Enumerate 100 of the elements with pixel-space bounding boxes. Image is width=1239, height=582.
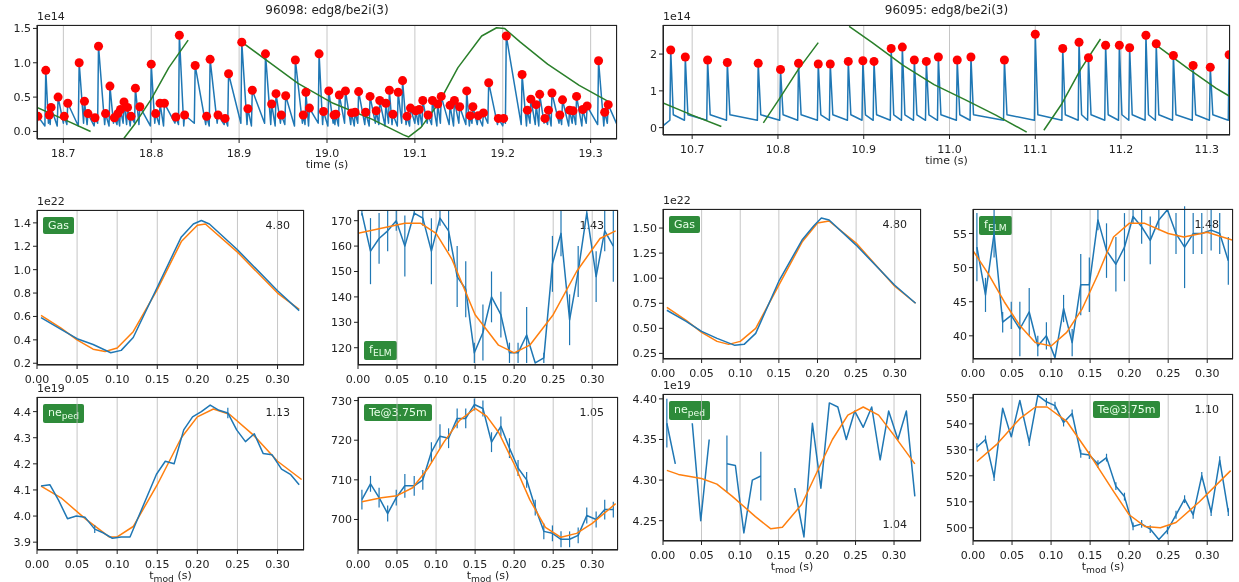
y-axis-title: 1e14 [37, 10, 65, 23]
x-tick-label: 0.15 [1077, 367, 1103, 380]
y-tick-label: 510 [946, 495, 967, 509]
line-series [358, 222, 617, 354]
line-series [976, 406, 1232, 529]
y-tick-label: 4.40 [632, 392, 657, 406]
x-tick-label: 0.15 [462, 558, 488, 571]
x-tick-label: 0.00 [345, 558, 371, 571]
y-tick-label: 4.30 [632, 474, 657, 488]
y-tick-label: 1.0 [13, 263, 31, 277]
y-axis-title: 1e14 [663, 10, 691, 23]
x-tick-label: 0.25 [225, 558, 250, 571]
annotation: 1.10 [1188, 402, 1225, 417]
y-tick-label: 4.0 [13, 510, 31, 524]
x-tick-label: 0.25 [1155, 549, 1181, 562]
point [858, 56, 868, 66]
annotation: ne$_{ped}$ [43, 404, 85, 424]
y-tick-label: 520 [946, 469, 967, 483]
x-axis-title: time (s) [925, 154, 968, 167]
annotation: f$_{ELM}$ [979, 216, 1012, 236]
x-tick-label: 19.2 [490, 147, 516, 160]
annotation: ne$_{ped}$ [669, 401, 711, 421]
x-tick-label: 0.15 [766, 549, 791, 562]
point [1168, 51, 1178, 61]
x-axis-title: t$_{mod}$ (s) [466, 569, 510, 582]
x-axis-title: time (s) [305, 158, 349, 171]
y-tick-label: 700 [331, 513, 352, 527]
x-tick-label: 0.10 [104, 373, 130, 386]
x-axis-title: t$_{mod}$ (s) [1081, 560, 1125, 576]
y-tick-label: 0.75 [632, 297, 657, 311]
x-tick-label: 11.1 [1023, 143, 1048, 156]
y-tick-label: 0.0 [13, 125, 31, 139]
y-tick-label: 1.2 [13, 240, 31, 254]
point [1151, 39, 1161, 49]
x-tick-label: 0.30 [1194, 549, 1220, 562]
x-axis-title: t$_{mod}$ (s) [149, 569, 192, 582]
x-tick-label: 0.30 [1194, 367, 1220, 380]
y-tick-label: 4.35 [632, 433, 657, 447]
x-tick-label: 10.7 [679, 143, 705, 156]
x-tick-label: 11.0 [937, 143, 962, 156]
x-tick-label: 0.05 [999, 367, 1025, 380]
x-tick-label: 0.30 [265, 373, 290, 386]
point [999, 55, 1009, 65]
y-axis-title: 1e22 [663, 194, 691, 207]
annotation: Te@3.75m [1092, 401, 1161, 418]
y-tick-label: 0.50 [632, 322, 657, 336]
x-tick-label: 0.05 [384, 373, 410, 386]
y-tick-label: 710 [331, 473, 352, 487]
x-tick-label: 0.00 [345, 373, 371, 386]
x-tick-label: 0.20 [804, 549, 830, 562]
y-tick-label: 1.5 [13, 22, 31, 36]
y-tick-label: 1.50 [632, 222, 657, 236]
point [813, 59, 823, 69]
x-tick-label: 19.1 [402, 147, 428, 160]
x-tick-label: 0.20 [1116, 549, 1142, 562]
point [1074, 37, 1084, 47]
point [1083, 53, 1093, 63]
x-tick-label: 0.05 [64, 373, 90, 386]
x-tick-label: 0.15 [145, 373, 170, 386]
x-tick-label: 0.25 [225, 373, 250, 386]
annotation: 1.13 [259, 405, 296, 420]
x-tick-label: 19.3 [578, 147, 603, 160]
y-tick-label: 4.2 [13, 457, 31, 471]
x-tick-label: 18.7 [51, 147, 76, 160]
x-tick-label: 0.10 [728, 367, 753, 380]
point [1101, 40, 1111, 50]
annotation: 1.04 [876, 517, 913, 532]
x-tick-label: 11.2 [1108, 143, 1134, 156]
annotation: Te@3.75m [364, 404, 432, 421]
y-tick-label: 1 [650, 84, 657, 98]
x-tick-label: 0.25 [540, 558, 566, 571]
point [966, 52, 976, 62]
y-tick-label: 160 [331, 240, 352, 254]
y-tick-label: 0.5 [13, 91, 31, 105]
y-tick-label: 1.25 [632, 247, 657, 261]
y-axis-title: 1e22 [37, 195, 65, 208]
point [1030, 29, 1040, 39]
y-tick-label: 4.4 [13, 405, 31, 419]
y-tick-label: 1.00 [632, 272, 657, 286]
line-series [973, 222, 1233, 347]
x-tick-label: 0.00 [960, 549, 986, 562]
x-axis-title: t$_{mod}$ (s) [770, 560, 814, 576]
point [825, 59, 835, 69]
point [1058, 44, 1068, 54]
x-tick-label: 0.10 [727, 549, 753, 562]
y-tick-label: 130 [331, 316, 352, 330]
x-tick-label: 0.10 [1038, 367, 1064, 380]
x-tick-label: 10.9 [851, 143, 876, 156]
x-tick-label: 0.10 [1038, 549, 1064, 562]
y-tick-label: 3.9 [13, 536, 31, 550]
x-tick-label: 11.3 [1194, 143, 1220, 156]
y-tick-label: 0.4 [13, 333, 31, 347]
y-axis-title: 1e19 [663, 379, 691, 392]
x-tick-label: 0.20 [1116, 367, 1142, 380]
point [1205, 62, 1215, 72]
annotation: 1.05 [573, 405, 610, 420]
x-tick-label: 0.25 [1155, 367, 1181, 380]
x-tick-label: 0.15 [145, 558, 170, 571]
x-tick-label: 0.30 [882, 367, 907, 380]
x-tick-label: 0.05 [689, 367, 714, 380]
